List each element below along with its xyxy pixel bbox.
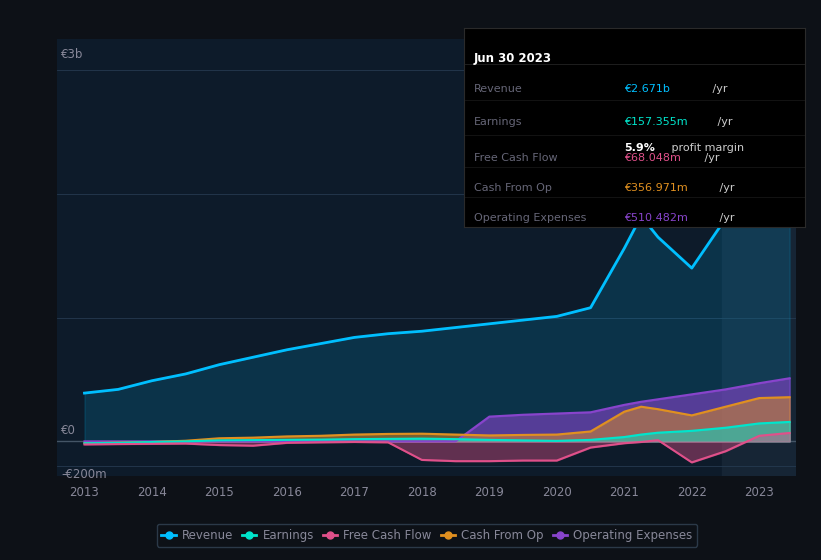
- Text: Operating Expenses: Operating Expenses: [474, 213, 586, 223]
- Text: €0: €0: [62, 424, 76, 437]
- Text: €510.482m: €510.482m: [624, 213, 688, 223]
- Text: Revenue: Revenue: [474, 83, 523, 94]
- Text: /yr: /yr: [714, 118, 733, 128]
- Text: Jun 30 2023: Jun 30 2023: [474, 52, 552, 65]
- Bar: [722, 39, 796, 476]
- Text: Cash From Op: Cash From Op: [474, 183, 552, 193]
- Text: €356.971m: €356.971m: [624, 183, 688, 193]
- Text: -€200m: -€200m: [62, 468, 107, 481]
- Text: /yr: /yr: [716, 183, 735, 193]
- Text: Free Cash Flow: Free Cash Flow: [474, 153, 557, 164]
- Text: Earnings: Earnings: [474, 118, 523, 128]
- Text: /yr: /yr: [716, 213, 735, 223]
- Text: €3b: €3b: [62, 48, 84, 62]
- Text: /yr: /yr: [709, 83, 727, 94]
- Text: /yr: /yr: [700, 153, 719, 164]
- Text: 5.9%: 5.9%: [624, 143, 655, 153]
- Text: €68.048m: €68.048m: [624, 153, 681, 164]
- Text: profit margin: profit margin: [668, 143, 745, 153]
- Text: €2.671b: €2.671b: [624, 83, 670, 94]
- Text: €157.355m: €157.355m: [624, 118, 688, 128]
- Legend: Revenue, Earnings, Free Cash Flow, Cash From Op, Operating Expenses: Revenue, Earnings, Free Cash Flow, Cash …: [157, 524, 697, 547]
